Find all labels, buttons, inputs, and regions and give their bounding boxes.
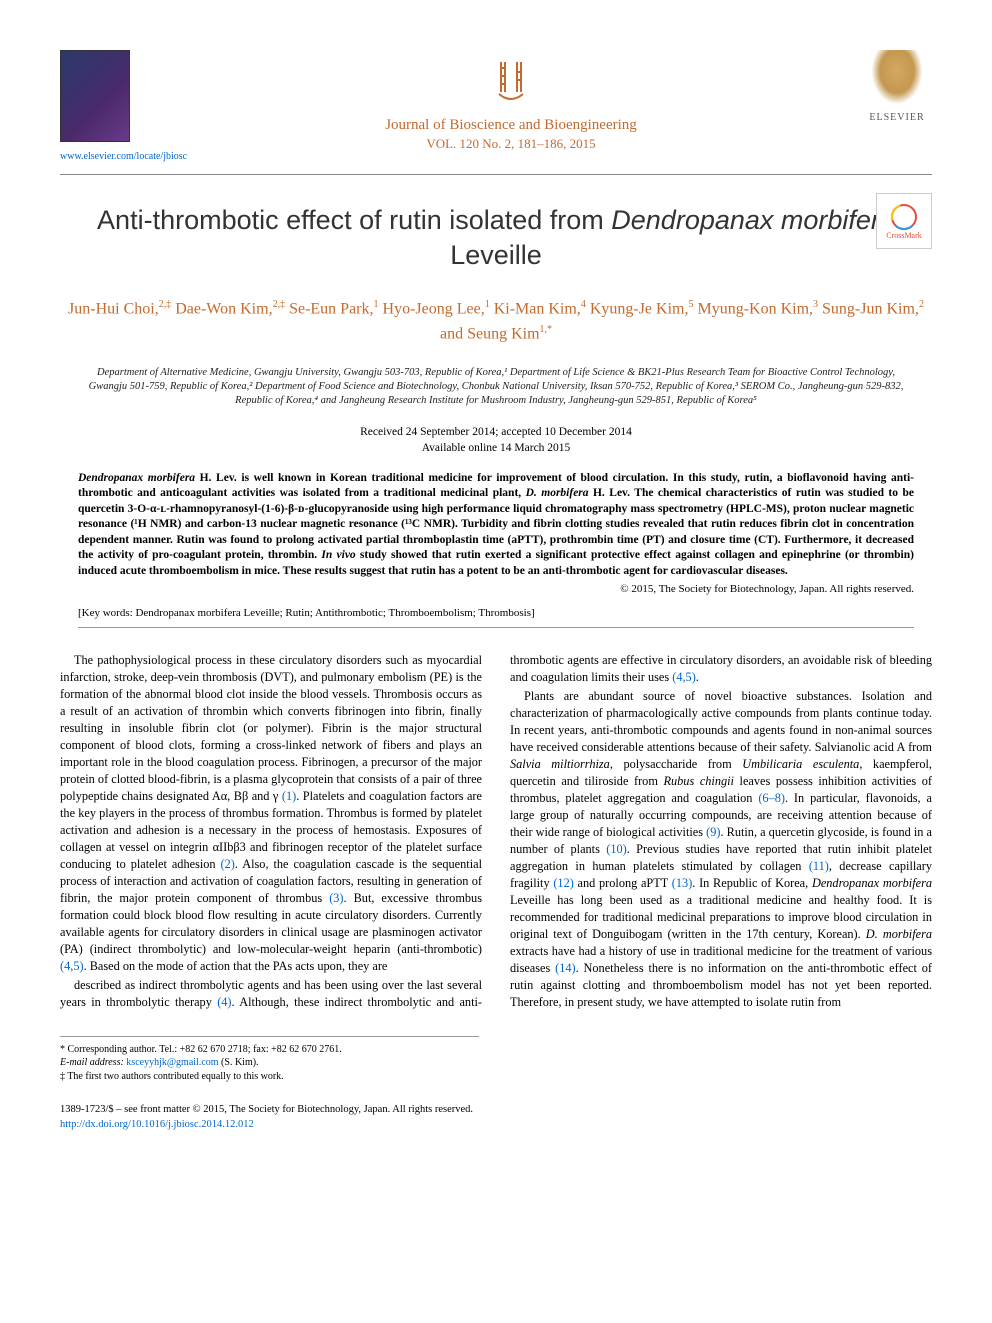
header: www.elsevier.com/locate/jbiosc Journal o…	[60, 50, 932, 164]
journal-masthead: Journal of Bioscience and Bioengineering…	[180, 50, 842, 152]
journal-cover-thumbnail[interactable]	[60, 50, 130, 142]
publisher-name: ELSEVIER	[869, 112, 924, 123]
article-title: Anti-thrombotic effect of rutin isolated…	[60, 203, 932, 273]
doi-link[interactable]: http://dx.doi.org/10.1016/j.jbiosc.2014.…	[60, 1119, 254, 1130]
body-text: The pathophysiological process in these …	[60, 652, 932, 1011]
article-dates: Received 24 September 2014; accepted 10 …	[60, 424, 932, 456]
elsevier-logo-icon: ELSEVIER	[862, 50, 932, 128]
header-rule	[60, 174, 932, 175]
abstract: Dendropanax morbifera H. Lev. is well kn…	[78, 471, 914, 580]
copyright: © 2015, The Society for Biotechnology, J…	[78, 583, 914, 595]
email-link[interactable]: ksceyyhjk@gmail.com	[126, 1057, 218, 1068]
authors: Jun-Hui Choi,2,‡ Dae-Won Kim,2,‡ Se-Eun …	[60, 297, 932, 346]
locate-link[interactable]: www.elsevier.com/locate/jbiosc	[60, 151, 187, 162]
journal-logo-icon	[485, 54, 537, 106]
cover-block: www.elsevier.com/locate/jbiosc	[60, 50, 180, 164]
email-line: E-mail address: ksceyyhjk@gmail.com (S. …	[60, 1056, 479, 1070]
affiliations: Department of Alternative Medicine, Gwan…	[80, 366, 912, 409]
journal-volume: VOL. 120 No. 2, 181–186, 2015	[180, 136, 842, 152]
publisher-block: ELSEVIER	[842, 50, 932, 128]
corresponding-author: * Corresponding author. Tel.: +82 62 670…	[60, 1043, 479, 1057]
received-date: Received 24 September 2014; accepted 10 …	[60, 424, 932, 440]
page: www.elsevier.com/locate/jbiosc Journal o…	[0, 0, 992, 1172]
keywords-rule	[78, 627, 914, 628]
equal-contribution: ‡ The first two authors contributed equa…	[60, 1070, 479, 1084]
keywords: [Key words: Dendropanax morbifera Leveil…	[78, 607, 914, 619]
paragraph: The pathophysiological process in these …	[60, 652, 482, 974]
online-date: Available online 14 March 2015	[60, 440, 932, 456]
journal-name: Journal of Bioscience and Bioengineering	[180, 117, 842, 134]
crossmark-badge[interactable]: CrossMark	[876, 193, 932, 249]
footer: 1389-1723/$ – see front matter © 2015, T…	[60, 1103, 932, 1132]
paragraph: Plants are abundant source of novel bioa…	[510, 688, 932, 1010]
footnotes: * Corresponding author. Tel.: +82 62 670…	[60, 1036, 479, 1084]
issn-line: 1389-1723/$ – see front matter © 2015, T…	[60, 1103, 932, 1118]
